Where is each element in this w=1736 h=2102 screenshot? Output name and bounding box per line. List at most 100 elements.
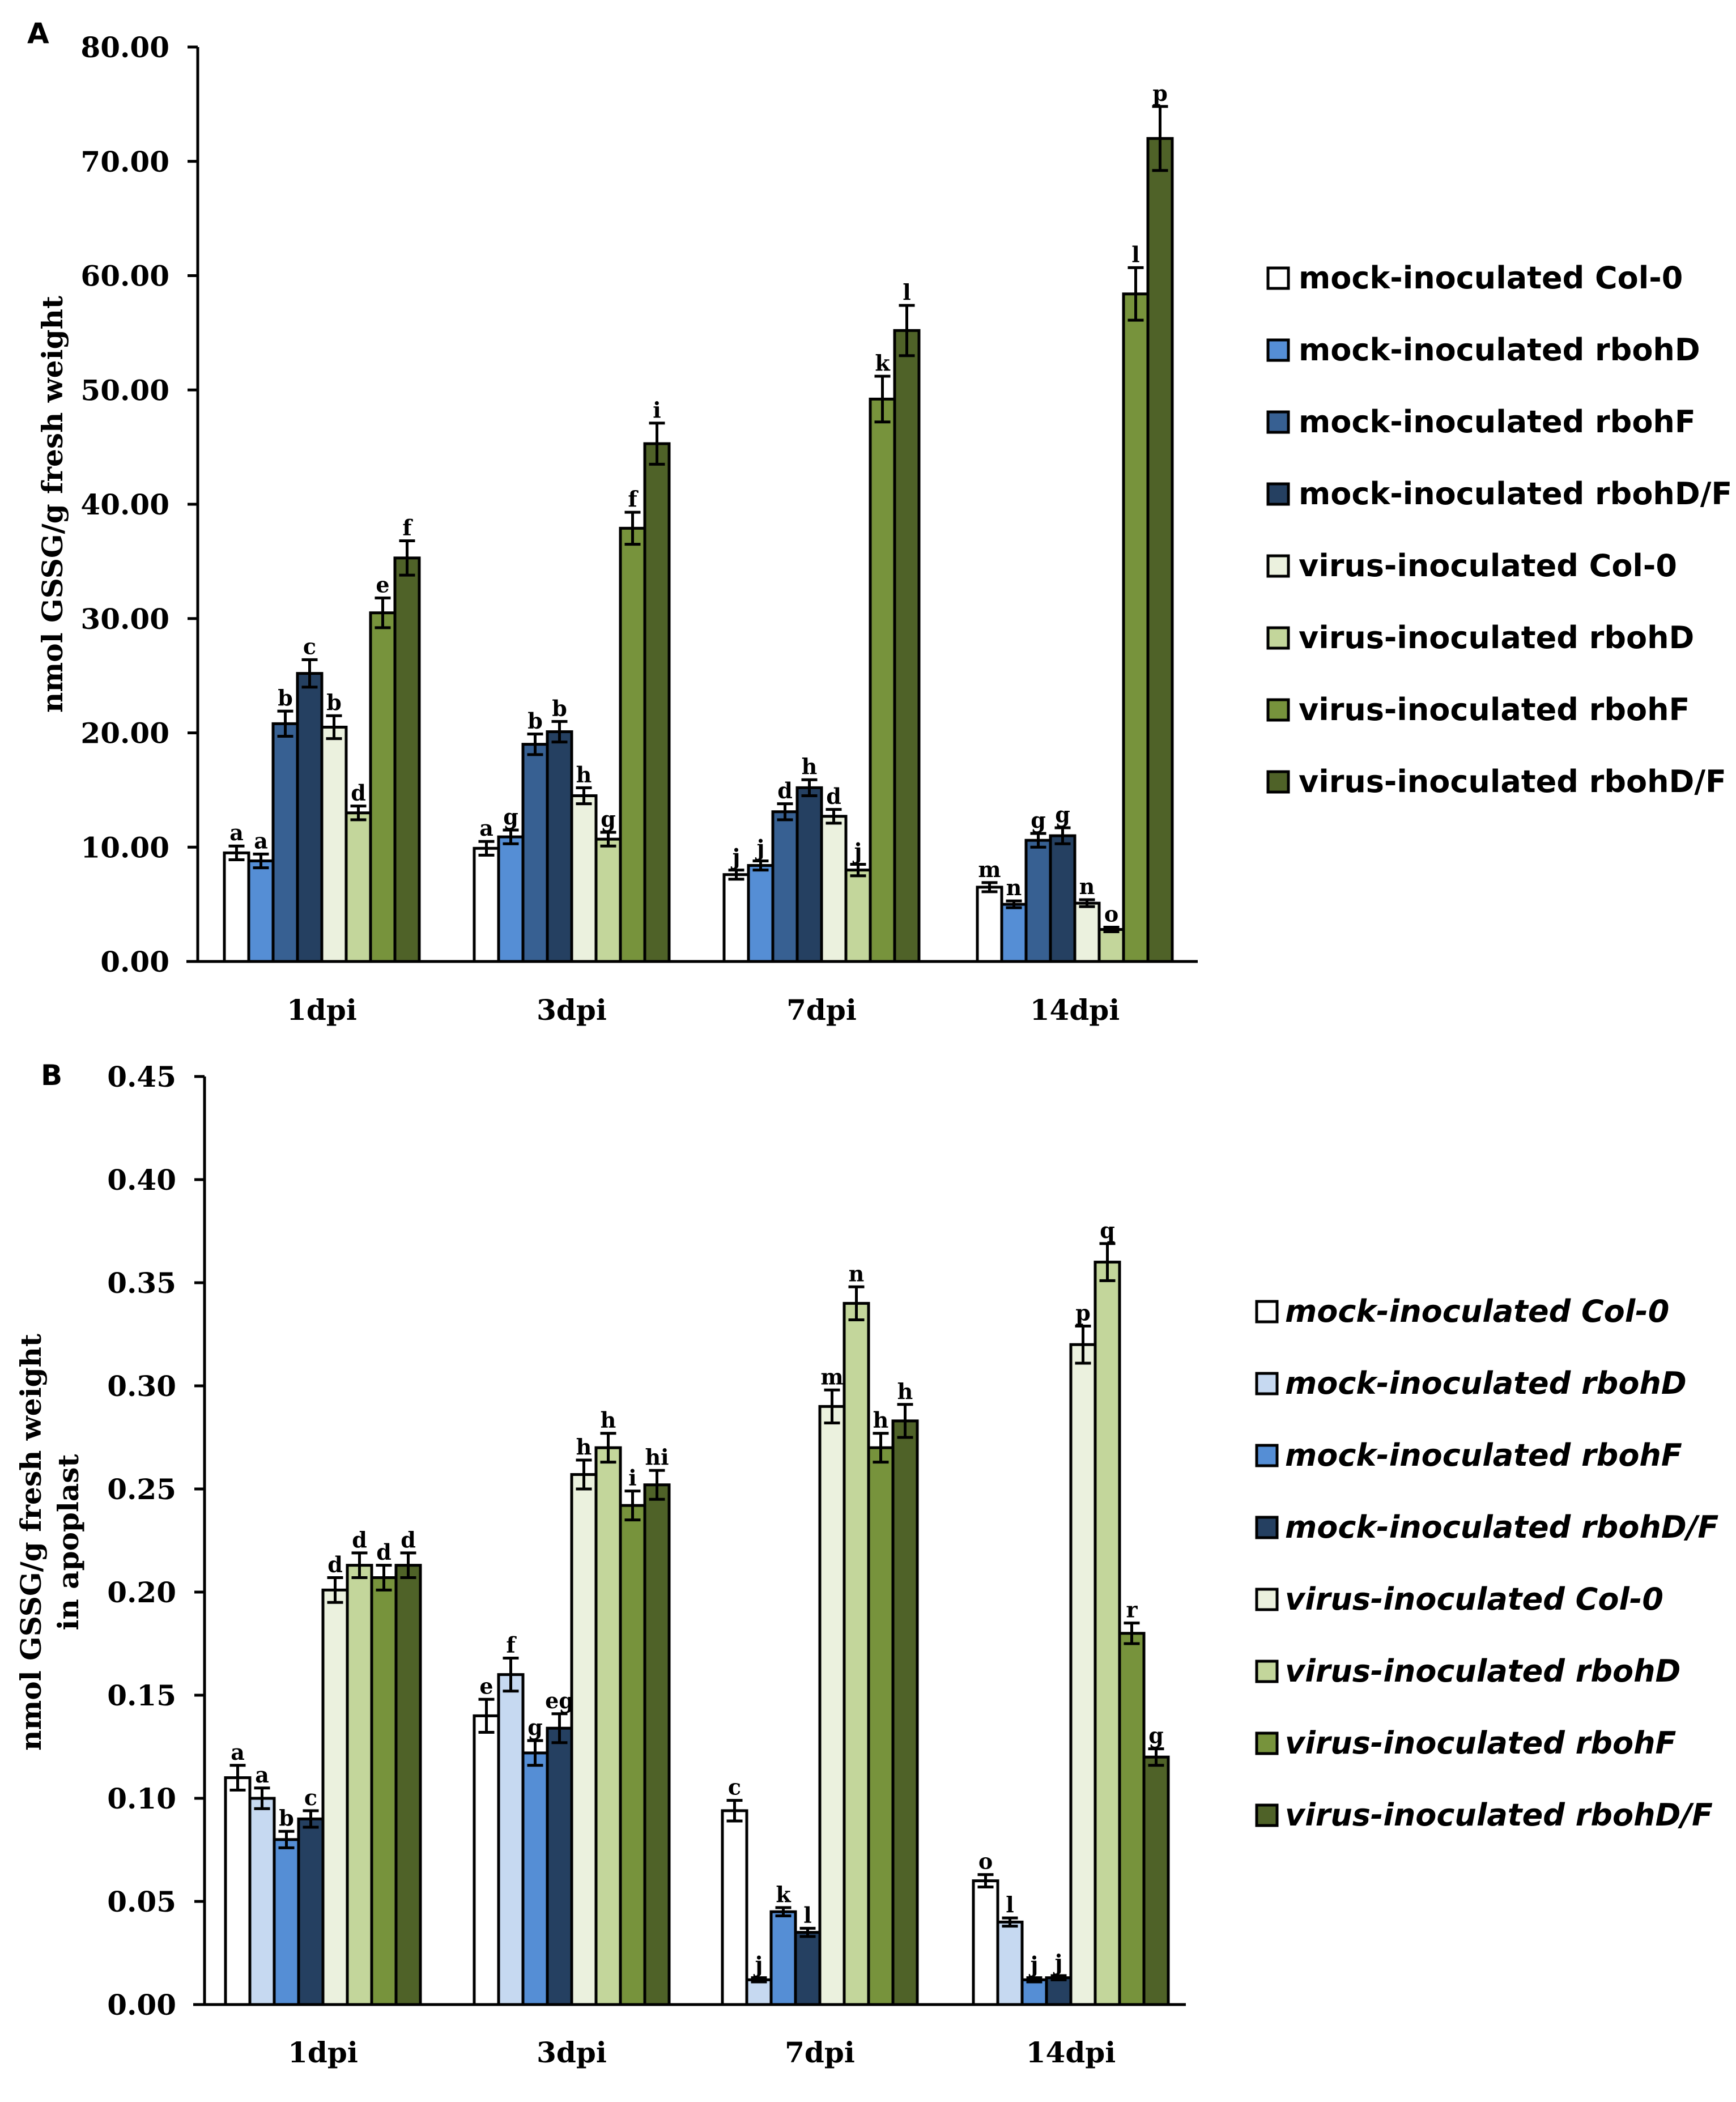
legend-swatch: [1255, 1516, 1279, 1539]
error-bar: [752, 859, 769, 872]
significance-letter: h: [576, 1434, 592, 1460]
bar: [1118, 1632, 1146, 2006]
significance-letter: l: [903, 279, 910, 305]
error-bar: [1030, 832, 1046, 849]
legend-swatch: [1255, 1588, 1279, 1611]
y-tick-label: 0.35: [107, 1266, 176, 1300]
significance-letter: h: [601, 1407, 616, 1433]
bar: [722, 873, 750, 963]
error-bar: [649, 1469, 665, 1501]
error-bar: [551, 720, 568, 744]
error-bar: [1006, 899, 1022, 909]
legend-label: mock-inoculated rbohD: [1285, 1365, 1687, 1401]
bar: [747, 864, 775, 963]
significance-letter: b: [326, 690, 342, 715]
significance-letter: m: [820, 1364, 843, 1389]
y-tick-label: 0.15: [107, 1679, 176, 1712]
significance-letter: h: [873, 1407, 889, 1433]
error-bar: [1152, 105, 1168, 172]
x-tick-label: 7dpi: [785, 2036, 855, 2069]
bar: [393, 556, 421, 963]
bar: [273, 1838, 300, 2006]
error-bar: [1079, 898, 1095, 908]
bar: [1045, 1976, 1073, 2006]
bar: [891, 1419, 919, 2006]
error-bar: [799, 1926, 816, 1938]
bar: [594, 1446, 622, 2006]
legend-label: virus-inoculated rbohF: [1285, 1725, 1677, 1761]
y-tick-label: 10.00: [80, 831, 169, 864]
significance-letter: n: [1079, 874, 1095, 899]
significance-letter: j: [853, 839, 862, 864]
significance-letter: j: [754, 1952, 763, 1977]
legend-swatch: [1255, 1444, 1279, 1467]
significance-letter: d: [826, 784, 841, 809]
error-bar: [801, 778, 818, 797]
legend-label: mock-inoculated rbohF: [1299, 404, 1696, 440]
significance-letter: g: [1055, 802, 1070, 827]
significance-letter: i: [653, 397, 661, 423]
bar: [1073, 901, 1101, 963]
error-bar: [376, 1564, 392, 1592]
bar: [1069, 1343, 1097, 2006]
bar: [570, 794, 598, 963]
y-tick-label: 0.30: [107, 1369, 176, 1403]
significance-letter: g: [601, 806, 616, 832]
error-bar: [600, 831, 616, 848]
y-axis-title: nmol GSSG/g fresh weight: [14, 1334, 48, 1751]
bar: [818, 1405, 846, 2006]
significance-letter: l: [1131, 241, 1139, 267]
bar: [1049, 834, 1077, 963]
bar: [224, 1776, 252, 2006]
legend-label: virus-inoculated rbohD/F: [1299, 764, 1726, 799]
legend-swatch: [1266, 266, 1290, 290]
error-bar: [751, 1976, 767, 1984]
significance-letter: b: [552, 695, 567, 721]
legend-swatch: [1266, 554, 1290, 578]
error-bar: [1103, 925, 1120, 934]
legend-swatch: [1266, 698, 1290, 722]
error-bar: [399, 539, 415, 577]
bar: [473, 846, 500, 963]
error-bar: [824, 1388, 840, 1425]
legend-swatch: [1255, 1660, 1279, 1683]
bar: [497, 835, 525, 963]
significance-letter: d: [351, 780, 366, 806]
significance-letter: f: [506, 1632, 517, 1657]
error-bar: [326, 714, 342, 741]
significance-letter: c: [303, 633, 316, 659]
bar: [370, 1576, 398, 2006]
bar: [346, 1564, 373, 2006]
legend-label: virus-inoculated rbohD/F: [1285, 1797, 1713, 1833]
error-bar: [351, 1551, 368, 1580]
x-tick-label: 14dpi: [1030, 993, 1120, 1027]
significance-letter: g: [1148, 1723, 1164, 1748]
bar: [893, 329, 921, 963]
significance-letter: a: [479, 815, 493, 841]
x-tick-label: 1dpi: [287, 993, 357, 1027]
error-bar: [1002, 1916, 1018, 1928]
bar: [619, 1504, 646, 2006]
legend-swatch: [1266, 410, 1290, 434]
significance-letter: b: [278, 685, 293, 710]
error-bar: [375, 596, 391, 629]
x-tick-label: 3dpi: [537, 2036, 607, 2069]
error-bar: [873, 1432, 889, 1464]
significance-letter: m: [978, 857, 1001, 882]
error-bar: [503, 828, 519, 845]
significance-letter: l: [803, 1902, 811, 1927]
significance-letter: a: [255, 1762, 269, 1788]
x-tick-label: 14dpi: [1026, 2036, 1116, 2069]
error-bar: [826, 808, 842, 825]
bar: [820, 815, 848, 963]
error-bar: [228, 844, 245, 861]
bar: [248, 1797, 276, 2006]
legend-swatch: [1266, 338, 1290, 362]
bar: [521, 1751, 549, 2006]
significance-letter: p: [1075, 1300, 1091, 1325]
significance-letter: l: [1006, 1892, 1014, 1917]
error-bar: [1127, 266, 1144, 322]
error-bar: [277, 709, 293, 738]
significance-letter: g: [503, 804, 518, 829]
